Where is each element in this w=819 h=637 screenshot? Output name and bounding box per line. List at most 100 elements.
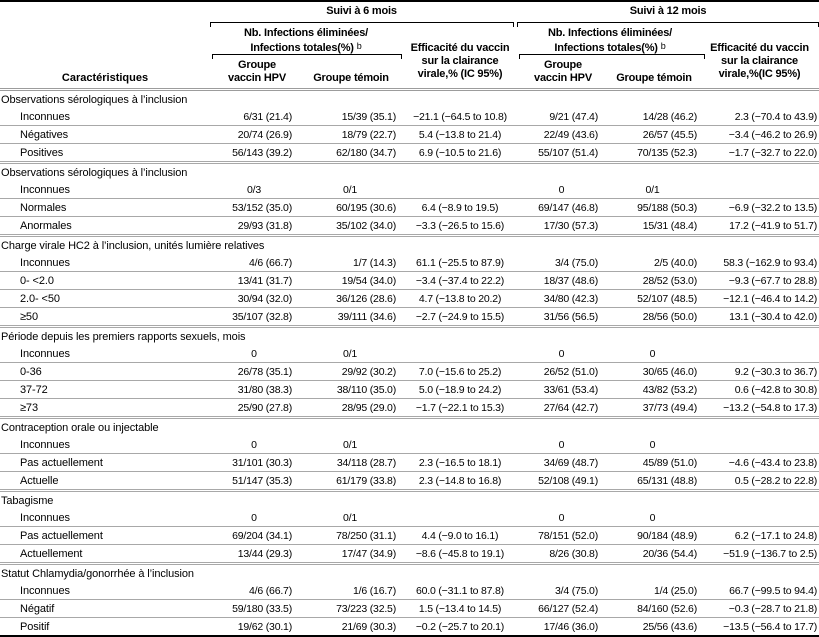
column-header-hpv-group-12mo: Groupe vaccin HPV [519, 59, 607, 85]
table-cell: 21/69 (30.3) [341, 620, 396, 633]
row-label: 0-36 [0, 362, 210, 381]
row-label: 2.0- <50 [0, 289, 210, 308]
table-cell: 34/69 (48.7) [518, 453, 605, 472]
table-cell: 38/110 (35.0) [298, 380, 402, 399]
table-cell: 29/92 (30.2) [298, 362, 402, 381]
efficacy-line: Efficacité du vaccin [410, 42, 510, 54]
table-cell: 0.6 (−42.8 to 30.8) [700, 380, 819, 399]
table-cell: 31/56 (56.5) [518, 307, 605, 328]
table-cell: 0 [605, 436, 700, 454]
row-label: ≥50 [0, 307, 210, 328]
table-cell: 18/37 (48.6) [518, 271, 605, 290]
table-cell: 17.2 (−41.9 to 51.7) [700, 216, 819, 237]
table-row: Pas actuellement 31/101 (30.3) 34/118 (28.… [0, 453, 819, 472]
table-cell: 19/54 (34.0) [298, 271, 402, 290]
table-cell: 69/204 (34.1) [210, 526, 298, 545]
table-row: Négatif 59/180 (33.5) 73/223 (32.5) 1.5 (−1… [0, 599, 819, 618]
table-row: 2.0- <50 30/94 (32.0) 36/126 (28.6) 4.7 (−1… [0, 289, 819, 308]
table-cell: 27/64 (42.7) [518, 398, 605, 419]
table-cell: 15/39 (35.1) [298, 108, 402, 126]
table-cell: 25/56 (43.6) [642, 620, 697, 633]
table-cell: 13.1 (−30.4 to 42.0) [700, 307, 819, 328]
row-label: Actuelle [0, 471, 210, 492]
row-label: Normales [0, 198, 210, 217]
row-label: Anormales [0, 216, 210, 237]
table-cell: 28/56 (50.0) [605, 307, 700, 328]
bracket-line-6mo [210, 22, 514, 27]
table-cell: 17/47 (34.9) [298, 544, 402, 565]
table-cell: 78/151 (52.0) [518, 526, 605, 545]
table-cell: 66.7 (−99.5 to 94.4) [700, 582, 819, 600]
table-cell: 0.5 (−28.2 to 22.8) [700, 471, 819, 492]
table-cell: 37/73 (49.4) [605, 398, 700, 419]
table-cell: 35/102 (34.0) [298, 216, 402, 237]
table-cell: 0 [518, 345, 605, 363]
column-header-hpv-group-6mo: Groupe vaccin HPV [212, 59, 302, 85]
table-cell: 59/180 (33.5) [210, 599, 298, 618]
section-label: Observations sérologiques à l’inclusion [1, 93, 188, 106]
table-cell: 95/188 (50.3) [605, 198, 700, 217]
table-cell: 60.0 (−31.1 to 87.8) [402, 582, 518, 600]
table-cell: −2.7 (−24.9 to 15.5) [402, 307, 518, 328]
infections-header-line1: Nb. Infections éliminées/ [548, 27, 672, 39]
table-cell: 9.2 (−30.3 to 36.7) [700, 362, 819, 381]
table-cell: 4/6 (66.7) [210, 582, 298, 600]
table-cell: 61/179 (33.8) [298, 471, 402, 492]
table-cell: 17/46 (36.0) [543, 620, 598, 633]
row-label: Inconnues [0, 108, 210, 126]
row-label: 37-72 [0, 380, 210, 399]
table-cell: 70/135 (52.3) [605, 143, 700, 164]
table-cell: 26/57 (45.5) [605, 125, 700, 144]
table-cell: −12.1 (−46.4 to 14.2) [700, 289, 819, 308]
infections-header-line2: Infections totales(%) [250, 42, 354, 54]
table-cell: 43/82 (53.2) [605, 380, 700, 399]
table-cell [402, 509, 518, 527]
table-cell: 6.9 (−10.5 to 21.6) [402, 143, 518, 164]
table-cell: 55/107 (51.4) [518, 143, 605, 164]
section-label: Contraception orale ou injectable [1, 421, 159, 434]
table-cell: 28/52 (53.0) [605, 271, 700, 290]
efficacy-line: virale,% (IC 95%) [417, 68, 503, 80]
table-cell: 35/107 (32.8) [210, 307, 298, 328]
row-label: Inconnues [0, 582, 210, 600]
table-cell: 14/28 (46.2) [605, 108, 700, 126]
row-label: Pas actuellement [0, 526, 210, 545]
table-cell: 26/52 (51.0) [518, 362, 605, 381]
table-row: 0- <2.0 13/41 (31.7) 19/54 (34.0) −3.4 (−37… [0, 271, 819, 290]
row-label: ≥73 [0, 398, 210, 419]
table-cell: 60/195 (30.6) [298, 198, 402, 217]
table-cell: −13.5 (−56.4 to 17.7) [723, 620, 818, 633]
infections-header-12mo: Nb. Infections éliminées/ Infections tot… [517, 27, 703, 55]
infections-header-line2: Infections totales(%) [554, 42, 658, 54]
row-label: Négatives [0, 125, 210, 144]
table-cell: 2.3 (−70.4 to 43.9) [700, 108, 819, 126]
efficacy-header-12mo: Efficacité du vaccin sur la clairance vi… [700, 42, 819, 81]
table-cell: −8.6 (−45.8 to 19.1) [402, 544, 518, 565]
row-label: Négatif [0, 599, 210, 618]
table-cell: 0 [518, 436, 605, 454]
table-cell: 31/80 (38.3) [210, 380, 298, 399]
followup-12mo-title: Suivi à 12 mois [629, 5, 707, 17]
table-cell: 1/4 (25.0) [605, 582, 700, 600]
table-row: ≥50 35/107 (32.8) 39/111 (34.6) −2.7 (−24.9… [0, 307, 819, 328]
table-row: Positives 56/143 (39.2) 62/180 (34.7) 6.9 (… [0, 143, 819, 164]
row-label: Inconnues [0, 345, 210, 363]
table-cell: 13/41 (31.7) [210, 271, 298, 290]
table-row: Inconnues 0 0/1 0 0 [0, 509, 819, 527]
table-cell: 33/61 (53.4) [518, 380, 605, 399]
table-cell: 58.3 (−162.9 to 93.4) [700, 254, 819, 272]
table-cell: −9.3 (−67.7 to 28.8) [700, 271, 819, 290]
table-cell: 0 [518, 181, 605, 199]
table-cell: 61.1 (−25.5 to 87.9) [402, 254, 518, 272]
table-cell: 34/80 (42.3) [518, 289, 605, 308]
table-cell: 0 [210, 345, 298, 363]
table-cell: 28/95 (29.0) [298, 398, 402, 419]
table-row: Inconnues 6/31 (21.4) 15/39 (35.1) −21.1 (−… [0, 108, 819, 126]
section-label: Période depuis les premiers rapports sex… [1, 330, 246, 343]
row-label: 0- <2.0 [0, 271, 210, 290]
section-row: Tabagisme [0, 491, 819, 510]
table-cell: 53/152 (35.0) [210, 198, 298, 217]
row-label: Pas actuellement [0, 453, 210, 472]
table-cell [700, 436, 819, 454]
